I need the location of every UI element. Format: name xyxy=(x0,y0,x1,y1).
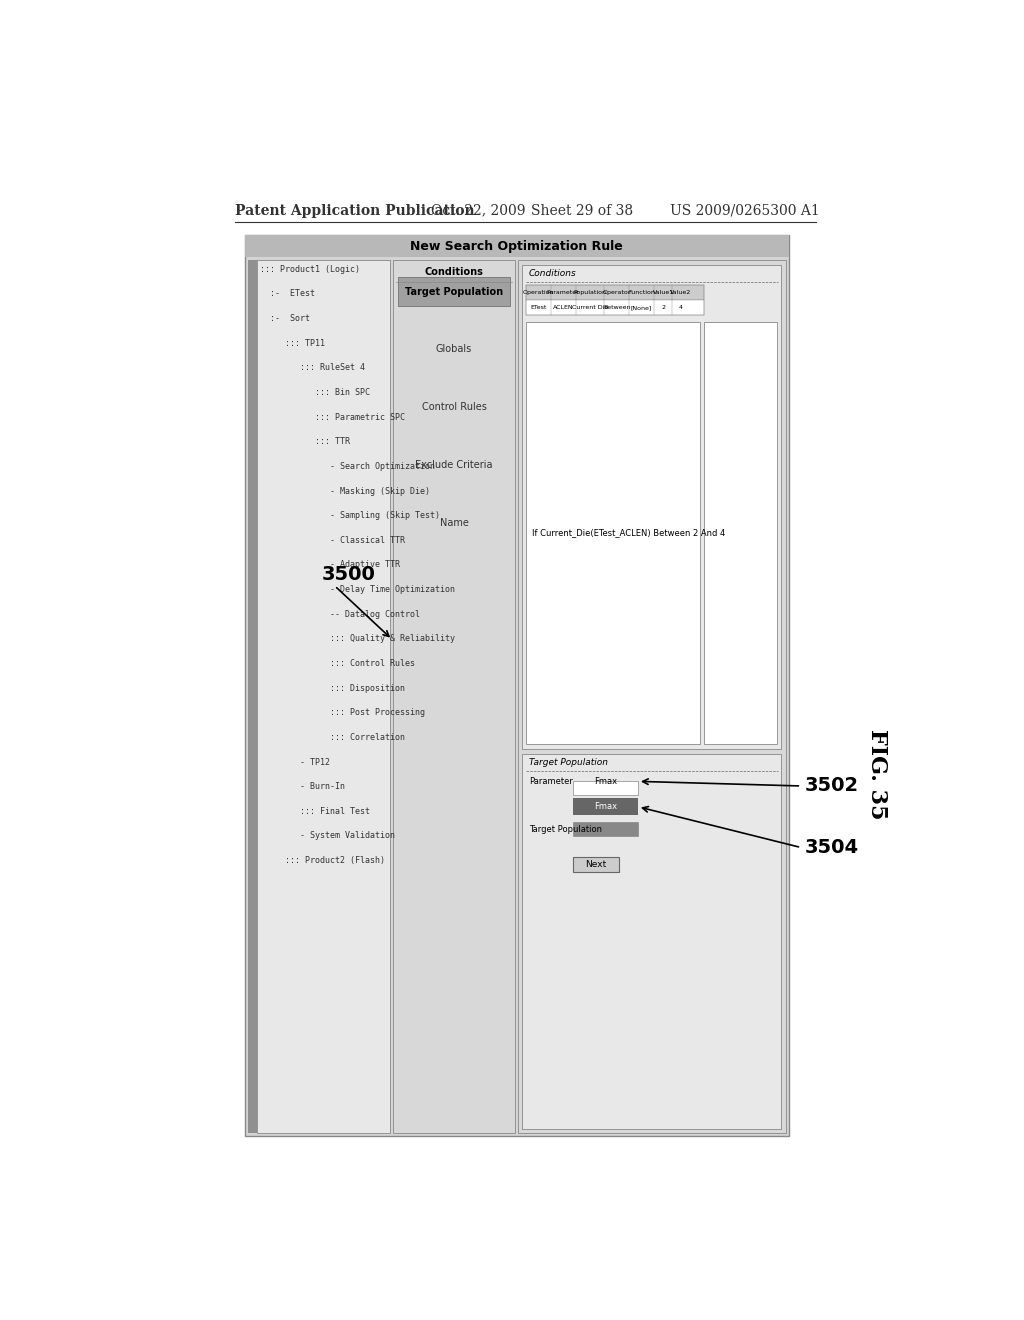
Bar xyxy=(572,799,638,816)
Text: Population: Population xyxy=(573,290,606,294)
Text: ::: Quality & Reliability: ::: Quality & Reliability xyxy=(260,635,455,643)
Bar xyxy=(572,857,618,873)
Bar xyxy=(518,260,785,1133)
Bar xyxy=(525,285,705,300)
Text: Target Population: Target Population xyxy=(528,825,602,834)
Text: - Search Optimization: - Search Optimization xyxy=(260,462,435,471)
Bar xyxy=(257,260,390,1133)
Bar xyxy=(572,781,638,795)
Bar xyxy=(245,235,788,257)
Text: Oct. 22, 2009: Oct. 22, 2009 xyxy=(431,203,525,218)
Text: ::: Product1 (Logic): ::: Product1 (Logic) xyxy=(260,265,359,273)
Text: Parameter: Parameter xyxy=(528,777,572,785)
Bar xyxy=(572,822,638,836)
Text: Sheet 29 of 38: Sheet 29 of 38 xyxy=(531,203,633,218)
Text: 4: 4 xyxy=(679,305,683,310)
Text: Fmax: Fmax xyxy=(594,777,616,785)
Text: Value2: Value2 xyxy=(671,290,691,294)
Text: - TP12: - TP12 xyxy=(260,758,330,767)
Text: ::: Bin SPC: ::: Bin SPC xyxy=(260,388,370,397)
Text: Target Population: Target Population xyxy=(528,759,607,767)
Text: New Search Optimization Rule: New Search Optimization Rule xyxy=(411,240,623,252)
Bar xyxy=(393,260,515,1133)
Text: ::: Correlation: ::: Correlation xyxy=(260,733,404,742)
Bar xyxy=(525,300,705,315)
Text: Operator: Operator xyxy=(602,290,631,294)
Text: ::: TP11: ::: TP11 xyxy=(260,339,325,347)
Text: -- Datalog Control: -- Datalog Control xyxy=(260,610,420,619)
Text: FIG. 35: FIG. 35 xyxy=(866,729,888,820)
Bar xyxy=(705,322,776,744)
Text: ::: Parametric SPC: ::: Parametric SPC xyxy=(260,413,404,421)
Text: Name: Name xyxy=(439,517,468,528)
Text: - Adaptive TTR: - Adaptive TTR xyxy=(260,561,400,569)
Text: Conditions: Conditions xyxy=(425,268,483,277)
Text: Patent Application Publication: Patent Application Publication xyxy=(234,203,474,218)
Text: Exclude Criteria: Exclude Criteria xyxy=(415,459,493,470)
Text: 3500: 3500 xyxy=(322,565,376,583)
Text: Next: Next xyxy=(585,861,606,869)
Text: Parameter: Parameter xyxy=(547,290,580,294)
Text: US 2009/0265300 A1: US 2009/0265300 A1 xyxy=(670,203,819,218)
Text: - Masking (Skip Die): - Masking (Skip Die) xyxy=(260,487,430,495)
Text: ::: Disposition: ::: Disposition xyxy=(260,684,404,693)
Text: If Current_Die(ETest_ACLEN) Between 2 And 4: If Current_Die(ETest_ACLEN) Between 2 An… xyxy=(531,528,725,537)
Text: Value1: Value1 xyxy=(652,290,674,294)
Text: 3502: 3502 xyxy=(805,776,859,796)
Text: [None]: [None] xyxy=(631,305,652,310)
Text: :-  ETest: :- ETest xyxy=(260,289,315,298)
Bar xyxy=(248,260,257,1133)
Text: ::: Post Processing: ::: Post Processing xyxy=(260,709,425,717)
Text: - System Validation: - System Validation xyxy=(260,832,395,841)
Text: ::: TTR: ::: TTR xyxy=(260,437,350,446)
Bar xyxy=(245,235,788,1137)
Text: Between: Between xyxy=(603,305,631,310)
Text: Current Die: Current Die xyxy=(571,305,608,310)
Text: ::: Final Test: ::: Final Test xyxy=(260,807,370,816)
Text: ::: Product2 (Flash): ::: Product2 (Flash) xyxy=(260,857,385,865)
Text: - Delay Time Optimization: - Delay Time Optimization xyxy=(260,585,455,594)
Text: ETest: ETest xyxy=(529,305,546,310)
Bar xyxy=(522,264,781,748)
Bar xyxy=(525,322,700,744)
Text: Operation: Operation xyxy=(522,290,554,294)
Text: Function: Function xyxy=(629,290,655,294)
Bar xyxy=(522,754,781,1129)
Text: 3504: 3504 xyxy=(805,838,859,857)
Text: Fmax: Fmax xyxy=(594,803,616,812)
Text: :-  Sort: :- Sort xyxy=(260,314,310,323)
Text: ACLEN: ACLEN xyxy=(553,305,573,310)
Bar xyxy=(397,277,510,306)
Text: - Classical TTR: - Classical TTR xyxy=(260,536,404,545)
Text: Conditions: Conditions xyxy=(528,269,577,279)
Text: ::: Control Rules: ::: Control Rules xyxy=(260,659,415,668)
Text: 2: 2 xyxy=(662,305,666,310)
Text: - Burn-In: - Burn-In xyxy=(260,783,345,791)
Text: ::: RuleSet 4: ::: RuleSet 4 xyxy=(260,363,365,372)
Text: Target Population: Target Population xyxy=(404,286,503,297)
Text: Globals: Globals xyxy=(436,345,472,354)
Text: Control Rules: Control Rules xyxy=(422,403,486,412)
Text: - Sampling (Skip Test): - Sampling (Skip Test) xyxy=(260,511,440,520)
